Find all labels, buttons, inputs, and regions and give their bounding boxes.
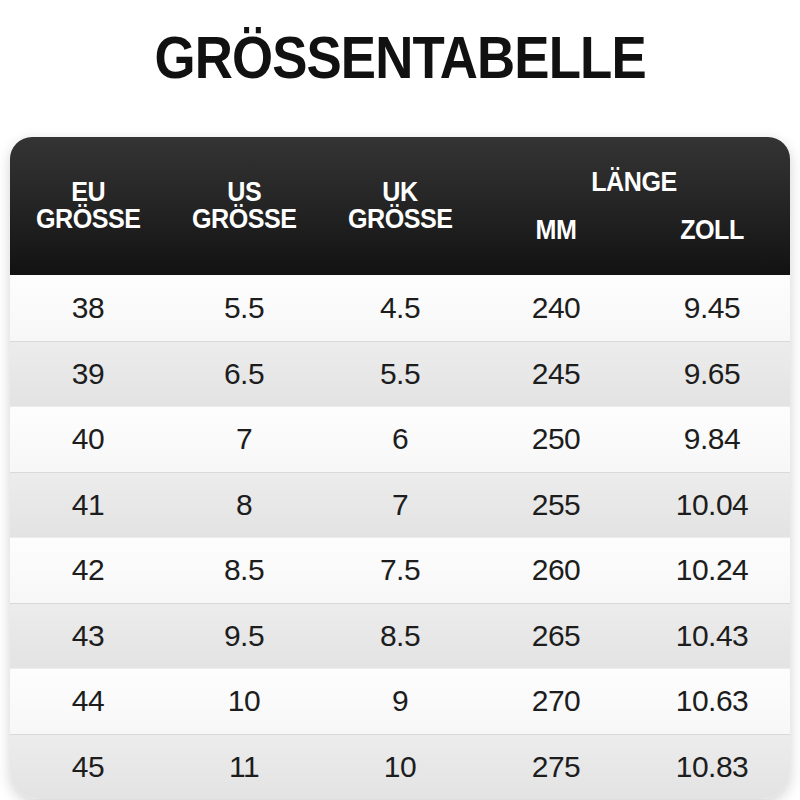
header-eu-line2: GRÖSSE	[36, 206, 141, 233]
cell-uk-size: 9	[322, 684, 478, 718]
cell-eu-size: 44	[10, 684, 166, 718]
table-row: 38 5.5 4.5 240 9.45	[10, 275, 790, 341]
cell-us-size: 7	[166, 422, 322, 456]
header-uk-groesse: UK GRÖSSE	[322, 137, 478, 275]
header-us-line1: US	[227, 179, 261, 206]
cell-us-size: 9.5	[166, 619, 322, 653]
header-uk-line2: GRÖSSE	[348, 206, 453, 233]
table-row: 45 11 10 275 10.83	[10, 734, 790, 800]
cell-eu-size: 43	[10, 619, 166, 653]
cell-mm-length: 240	[478, 291, 634, 325]
header-zoll: ZOLL	[639, 217, 784, 244]
cell-eu-size: 42	[10, 553, 166, 587]
size-table-body: 38 5.5 4.5 240 9.45 39 6.5 5.5 245 9.65 …	[10, 275, 790, 799]
header-us-groesse: US GRÖSSE	[166, 137, 322, 275]
cell-mm-length: 255	[478, 488, 634, 522]
cell-zoll-length: 10.24	[634, 553, 790, 587]
page-title: GRÖSSENTABELLE	[154, 22, 645, 94]
cell-mm-length: 270	[478, 684, 634, 718]
title-bar: GRÖSSENTABELLE	[0, 22, 800, 94]
cell-us-size: 8	[166, 488, 322, 522]
table-row: 42 8.5 7.5 260 10.24	[10, 537, 790, 603]
cell-zoll-length: 9.65	[634, 357, 790, 391]
header-us-line2: GRÖSSE	[192, 206, 297, 233]
cell-eu-size: 39	[10, 357, 166, 391]
cell-uk-size: 10	[322, 750, 478, 784]
cell-eu-size: 38	[10, 291, 166, 325]
table-row: 43 9.5 8.5 265 10.43	[10, 603, 790, 669]
cell-zoll-length: 10.43	[634, 619, 790, 653]
cell-mm-length: 265	[478, 619, 634, 653]
cell-zoll-length: 10.83	[634, 750, 790, 784]
cell-eu-size: 41	[10, 488, 166, 522]
cell-uk-size: 5.5	[322, 357, 478, 391]
cell-mm-length: 275	[478, 750, 634, 784]
header-mm: MM	[483, 217, 628, 244]
cell-eu-size: 45	[10, 750, 166, 784]
header-laenge: LÄNGE	[489, 169, 779, 196]
table-row: 44 10 9 270 10.63	[10, 668, 790, 734]
size-table-header: EU GRÖSSE US GRÖSSE UK GRÖSSE LÄNGE MM Z…	[10, 137, 790, 275]
cell-mm-length: 260	[478, 553, 634, 587]
header-eu-line1: EU	[71, 179, 105, 206]
cell-zoll-length: 9.45	[634, 291, 790, 325]
table-row: 41 8 7 255 10.04	[10, 472, 790, 538]
cell-mm-length: 245	[478, 357, 634, 391]
cell-mm-length: 250	[478, 422, 634, 456]
cell-uk-size: 6	[322, 422, 478, 456]
cell-eu-size: 40	[10, 422, 166, 456]
table-row: 39 6.5 5.5 245 9.65	[10, 341, 790, 407]
cell-us-size: 10	[166, 684, 322, 718]
cell-us-size: 8.5	[166, 553, 322, 587]
header-laenge-units: MM ZOLL	[478, 217, 790, 244]
cell-us-size: 11	[166, 750, 322, 784]
cell-zoll-length: 10.04	[634, 488, 790, 522]
header-laenge-group: LÄNGE MM ZOLL	[478, 137, 790, 275]
cell-us-size: 6.5	[166, 357, 322, 391]
cell-zoll-length: 9.84	[634, 422, 790, 456]
cell-uk-size: 7.5	[322, 553, 478, 587]
cell-uk-size: 7	[322, 488, 478, 522]
cell-us-size: 5.5	[166, 291, 322, 325]
cell-zoll-length: 10.63	[634, 684, 790, 718]
header-uk-line1: UK	[382, 179, 417, 206]
size-table: EU GRÖSSE US GRÖSSE UK GRÖSSE LÄNGE MM Z…	[10, 137, 790, 799]
cell-uk-size: 8.5	[322, 619, 478, 653]
header-eu-groesse: EU GRÖSSE	[10, 137, 166, 275]
size-chart-page: GRÖSSENTABELLE EU GRÖSSE US GRÖSSE UK GR…	[0, 22, 800, 800]
cell-uk-size: 4.5	[322, 291, 478, 325]
table-row: 40 7 6 250 9.84	[10, 406, 790, 472]
